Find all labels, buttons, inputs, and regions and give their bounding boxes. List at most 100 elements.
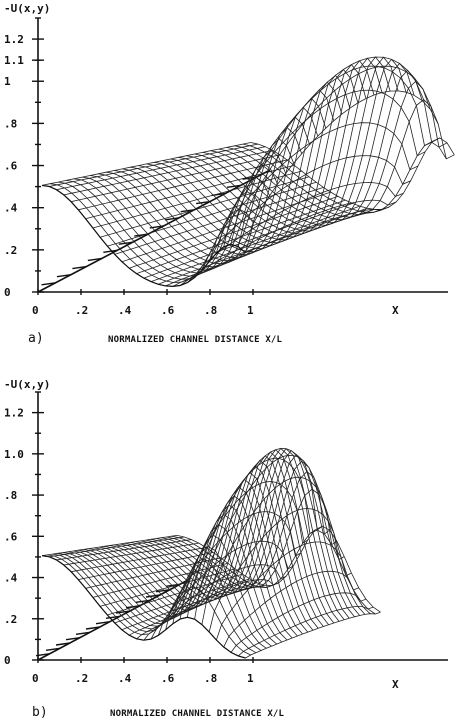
mesh-line-channel (245, 611, 381, 659)
mesh-line-channel (150, 205, 360, 282)
mesh-line-channel (237, 65, 448, 247)
panel-b: -U(x,y) 0.2.4.6.81.01.2 0.2.4.6.8 1 X b) … (4, 378, 448, 720)
z-tick-label: 1.1 (4, 54, 24, 67)
z-tick-label: 1.2 (4, 33, 24, 46)
mesh-line-channel (99, 176, 310, 238)
z-tick-label: .8 (4, 117, 17, 130)
x-tick-label: .2 (75, 304, 88, 317)
mesh-line-channel (41, 142, 251, 186)
z-tick-label: 1.0 (4, 448, 24, 461)
z-tick-label: .4 (4, 202, 18, 215)
depth-axis-tick (145, 594, 161, 598)
mesh-line-channel (172, 481, 309, 624)
mesh-line-channel (245, 90, 455, 253)
mesh-line-channel (136, 585, 272, 640)
mesh-line-channel (85, 557, 221, 589)
depth-axis-tick (45, 647, 61, 652)
z-tick-label: .4 (4, 572, 18, 585)
depth-axis-tick (196, 200, 211, 205)
mesh-line-channel (71, 547, 207, 573)
z-tick-label: 0 (4, 654, 11, 667)
depth-axis-tick (226, 184, 242, 188)
x-tick-label: .8 (204, 672, 217, 685)
mesh-line-channel (78, 552, 214, 580)
mesh-line-channel (194, 454, 330, 620)
depth-axis-tick (72, 265, 87, 270)
depth-axis-tick (55, 642, 71, 646)
mesh-line-channel (56, 539, 192, 561)
panel-b-x-axis-title: X (392, 678, 399, 691)
mesh-line-channel (107, 181, 317, 247)
x-tick-label: .8 (204, 304, 217, 317)
depth-axis-tick (75, 631, 91, 636)
x-tick-label: 1 (247, 304, 254, 317)
mesh-line-depth (186, 56, 391, 232)
x-tick-label: .6 (161, 672, 175, 685)
mesh-line-channel (157, 540, 294, 636)
mesh-line-channel (230, 592, 367, 653)
depth-axis-line (37, 579, 189, 661)
mesh-line-channel (143, 579, 279, 641)
depth-axis-tick (56, 274, 72, 278)
depth-axis-tick (85, 626, 101, 630)
mesh-line-channel (41, 535, 178, 557)
mesh-line-channel (92, 562, 228, 598)
depth-axis-tick (103, 249, 118, 254)
panel-a-z-axis-title: -U(x,y) (4, 2, 50, 15)
panel-a: -U(x,y) 0 .2 .4 .6 .8 1 1.1 1.2 0 .2 .4 .6 .8 1 X a)… (4, 2, 455, 346)
mesh-line-channel (78, 159, 288, 211)
mesh-line-channel (230, 56, 440, 245)
mesh-line-channel (92, 170, 302, 229)
surface-front-edge (41, 555, 246, 659)
z-tick-label: 0 (4, 286, 11, 299)
depth-axis-tick (41, 282, 56, 286)
panel-a-x-axis-title: X (392, 304, 399, 317)
mesh-line-channel (99, 568, 236, 607)
mesh-line-channel (172, 208, 382, 287)
mesh-line-channel (143, 203, 353, 279)
x-tick-label: .2 (75, 672, 88, 685)
panel-b-z-ticks: 0 .2 .4 .6 .8 1.0 1.2 (4, 391, 44, 667)
x-tick-label: 0 (32, 304, 39, 317)
mesh-line-channel (201, 155, 411, 271)
x-tick-label: 1 (247, 672, 254, 685)
mesh-line-channel (56, 146, 266, 191)
mesh-line-channel (216, 89, 426, 254)
mesh-line-channel (201, 476, 338, 625)
x-tick-label: .6 (161, 304, 175, 317)
depth-axis-tick (35, 652, 51, 657)
mesh-line-channel (216, 541, 352, 641)
depth-axis-tick (105, 615, 121, 620)
z-tick-label: 1.2 (4, 407, 24, 420)
mesh-line-channel (208, 508, 345, 633)
z-tick-label: .8 (4, 489, 17, 502)
depth-axis-tick (95, 620, 111, 625)
mesh-line-channel (114, 578, 250, 624)
mesh-line-channel (237, 605, 374, 657)
mesh-line-depth (41, 555, 246, 659)
depth-axis-tick (87, 257, 102, 262)
panel-b-z-axis-title: -U(x,y) (4, 378, 50, 391)
depth-axis-line (37, 169, 271, 293)
panel-a-caption: NORMALIZED CHANNEL DISTANCE X/L (108, 335, 283, 345)
z-tick-label: .2 (4, 244, 17, 257)
surface-front-edge (41, 184, 246, 288)
panel-b-label: b) (32, 705, 48, 720)
z-tick-label: .6 (4, 530, 18, 543)
mesh-line-channel (187, 447, 323, 618)
z-tick-label: .2 (4, 613, 17, 626)
mesh-line-channel (107, 573, 243, 616)
z-tick-label: .6 (4, 160, 18, 173)
mesh-line-channel (223, 570, 359, 648)
mesh-line-channel (85, 165, 295, 220)
mesh-line-channel (179, 206, 390, 286)
x-tick-label: .4 (118, 304, 132, 317)
x-tick-label: 0 (32, 672, 39, 685)
mesh-line-channel (223, 65, 433, 247)
mesh-line-channel (121, 191, 331, 263)
panel-b-caption: NORMALIZED CHANNEL DISTANCE X/L (110, 709, 285, 719)
z-tick-label: 1 (4, 75, 11, 88)
mesh-line-channel (63, 150, 273, 196)
panel-a-label: a) (28, 331, 44, 346)
